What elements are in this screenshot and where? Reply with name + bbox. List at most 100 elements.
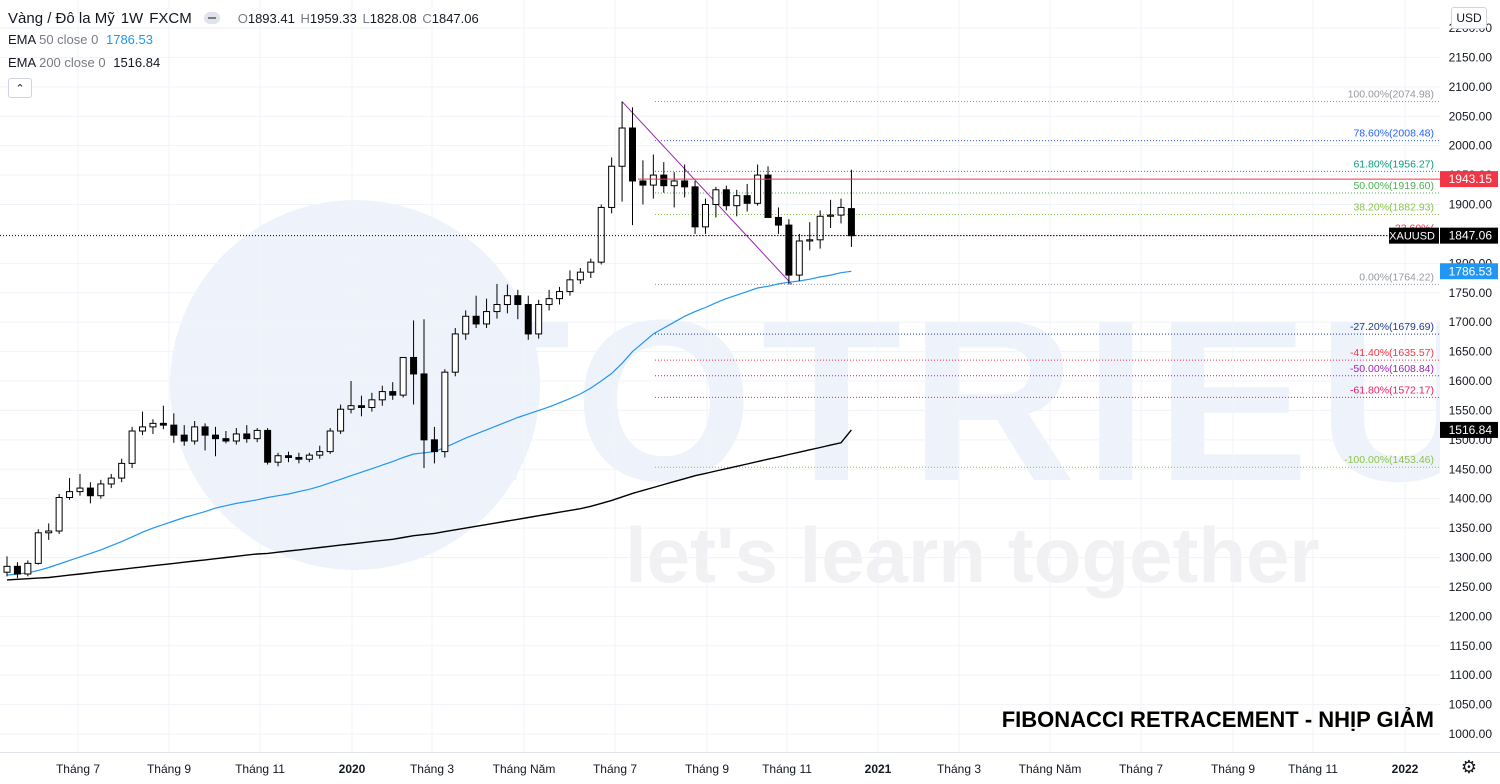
chevron-up-icon[interactable]: ⌃ (8, 78, 32, 98)
time-tick-label: Tháng 7 (1119, 762, 1163, 776)
time-tick-label: Tháng Năm (1019, 762, 1082, 776)
time-tick-label: Tháng 9 (147, 762, 191, 776)
candle-body (399, 356, 407, 396)
candle-body (764, 174, 772, 218)
candle-body (316, 451, 324, 456)
symbol-name[interactable]: Vàng / Đô la Mỹ (8, 9, 115, 27)
candle-body (45, 530, 53, 534)
candle-body (149, 422, 157, 428)
candle-body (827, 214, 835, 217)
ohlc-values: O1893.41 H1959.33 L1828.08 C1847.06 (236, 11, 479, 26)
candle-body (420, 373, 428, 441)
price-tick-label: 1150.00 (1450, 639, 1493, 653)
time-tick-label: Tháng 9 (685, 762, 729, 776)
candle-body (441, 371, 449, 453)
currency-button[interactable]: USD (1451, 7, 1487, 29)
candle-body (837, 206, 845, 216)
low-value: 1828.08 (369, 10, 417, 26)
candle-body (462, 315, 470, 335)
candle-body (180, 434, 188, 442)
candle-body (660, 174, 668, 187)
fib-level-label: 61.80%(1956.27) (1353, 158, 1434, 170)
candle-body (722, 189, 730, 207)
candle-body (451, 333, 459, 373)
candle-body (545, 298, 553, 306)
candle-body (524, 304, 532, 335)
candle-body (743, 195, 751, 204)
candle-body (13, 565, 21, 575)
price-tag (1440, 421, 1498, 438)
fibonacci-retracement[interactable]: 100.00%(2074.98) 78.60%(2008.48) 61.80%(19… (621, 89, 1440, 468)
candle-body (701, 204, 709, 228)
candle-body (754, 174, 762, 204)
time-tick-label: Tháng 11 (235, 762, 285, 776)
candle-body (86, 487, 94, 497)
fib-trendline (621, 101, 793, 285)
fib-level-label: 38.20%(1882.93) (1353, 202, 1434, 214)
price-tick-label: 1200.00 (1449, 609, 1493, 623)
overlays (0, 178, 1440, 237)
candle-body (232, 433, 240, 442)
ema200-line (6, 429, 852, 581)
candle-body (128, 430, 136, 464)
open-label: O (237, 10, 248, 26)
time-tick-label: Tháng 11 (1288, 762, 1338, 776)
ema50-legend[interactable]: EMA 50 close 0 1786.53 (8, 29, 479, 51)
candle-body (639, 180, 647, 186)
price-tick-label: 1050.00 (1449, 698, 1493, 712)
close-value: 1847.06 (431, 10, 479, 26)
candle-body (97, 483, 105, 497)
ema50-value: 1786.53 (105, 32, 153, 47)
interval[interactable]: 1W (120, 9, 144, 27)
low-label: L (362, 10, 370, 26)
candle-body (795, 240, 803, 276)
price-tick-label: 2000.00 (1449, 139, 1493, 153)
price-tick-label: 1650.00 (1449, 345, 1493, 359)
candle-body (253, 429, 261, 440)
candle-body (430, 439, 438, 453)
candle-body (681, 180, 689, 188)
candle-body (483, 311, 491, 325)
candle-body (3, 565, 11, 573)
candle-body (378, 391, 386, 401)
candle-body (305, 454, 313, 460)
time-tick-label: Tháng 3 (937, 762, 981, 776)
candle-body (597, 206, 605, 263)
time-tick-label: 2022 (1392, 762, 1419, 776)
candle-body (326, 430, 334, 453)
time-axis[interactable]: Tháng 7 Tháng 9 Tháng 11 2020 Tháng 3 Tháng N… (0, 752, 1500, 777)
ema-lines (6, 270, 852, 581)
candle-body (66, 491, 74, 498)
price-tick-label: 2100.00 (1449, 80, 1493, 94)
candle-body (201, 426, 209, 436)
candle-body (712, 189, 720, 206)
price-tag-label: 1847.06 (1449, 229, 1493, 243)
price-tick-label: 1100.00 (1450, 668, 1493, 682)
ema200-legend[interactable]: EMA 200 close 0 1516.84 (8, 52, 479, 74)
candle-body (55, 496, 63, 532)
exchange: FXCM (149, 9, 192, 27)
time-tick-label: 2020 (339, 762, 366, 776)
fib-level-label: -100.00%(1453.46) (1344, 454, 1434, 466)
fib-level-label: 50.00%(1919.60) (1353, 180, 1434, 192)
candle-body (806, 239, 814, 242)
candle-body (535, 304, 543, 335)
candle-body (774, 216, 782, 226)
candle-body (295, 456, 303, 460)
price-tick-label: 1450.00 (1449, 462, 1493, 476)
candle-body (785, 224, 793, 276)
candle-body (629, 127, 636, 182)
fib-level-label: -27.20%(1679.69) (1350, 321, 1434, 333)
hide-icon[interactable] (203, 12, 220, 24)
gear-icon[interactable]: ⚙ (1460, 757, 1478, 777)
symbol-row[interactable]: Vàng / Đô la Mỹ 1W FXCM O1893.41 H1959.3… (8, 8, 479, 28)
candle-body (503, 295, 511, 306)
fib-level-label: -61.80%(1572.17) (1350, 384, 1434, 396)
symbol-tag-label: XAUUSD (1389, 231, 1435, 243)
candle-body (222, 438, 230, 442)
price-axis[interactable]: 1000.00 1050.00 1100.00 1150.00 1200.00 1250.… (1389, 0, 1500, 752)
candle-body (410, 356, 418, 375)
price-tag-label: 1516.84 (1449, 423, 1493, 437)
